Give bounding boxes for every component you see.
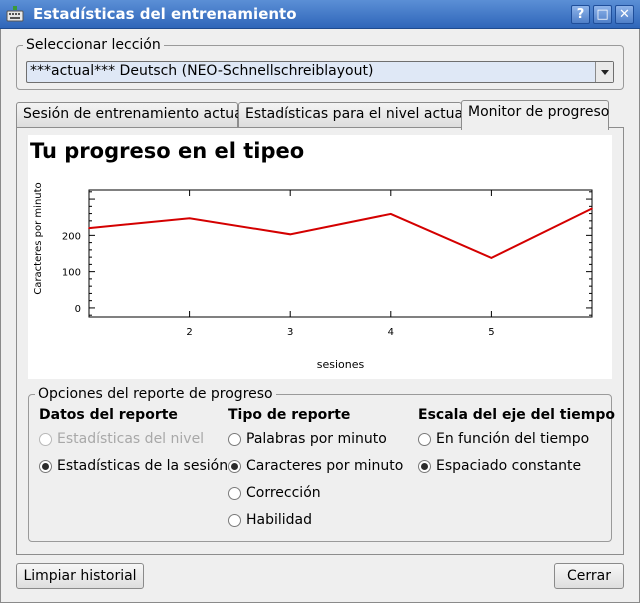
data-point [591, 207, 593, 210]
radio-circle [228, 514, 241, 527]
radio-circle [39, 433, 52, 446]
radio-label: Estadísticas de la sesión [57, 458, 229, 474]
data-point [88, 227, 90, 229]
radio-label: Espaciado constante [436, 458, 582, 474]
progress-chart: 0 100 200 2 3 4 5 sesiones Caracteres por minuto [33, 182, 593, 371]
lesson-select-value: ***actual*** Deutsch (NEO-Schnellschreib… [30, 63, 374, 79]
tab-label: Sesión de entrenamiento actual [23, 106, 247, 122]
maximize-button[interactable]: □ [593, 5, 612, 24]
radio-label: Habilidad [246, 512, 313, 528]
tab-level-statistics[interactable]: Estadísticas para el nivel actual [238, 102, 467, 128]
clear-history-button[interactable]: Limpiar historial [16, 563, 144, 589]
radio-label: Caracteres por minuto [246, 458, 404, 474]
radio-label: Palabras por minuto [246, 431, 387, 447]
report-type-heading: Tipo de reporte [228, 407, 351, 423]
close-window-button[interactable]: ✕ [615, 5, 634, 24]
lesson-group-label: Seleccionar lección [26, 37, 161, 53]
lesson-group: Seleccionar lección [16, 37, 624, 90]
window-title: Estadísticas del entrenamiento [33, 5, 297, 23]
data-point [188, 217, 191, 220]
x-tick-label: 2 [186, 327, 192, 338]
radio-circle-checked [418, 460, 431, 473]
data-point [490, 257, 493, 259]
data-point [289, 233, 292, 236]
chevron-down-icon[interactable] [595, 62, 613, 82]
report-options-group: Opciones del reporte de progreso [28, 386, 612, 542]
progress-title: Tu progreso en el tipeo [30, 139, 305, 163]
x-axis-label: sesiones [317, 358, 365, 371]
lesson-select[interactable]: ***actual*** Deutsch (NEO-Schnellschreib… [26, 61, 614, 83]
radio-label: Estadísticas del nivel [57, 431, 205, 447]
chart-area: Tu progreso en el tipeo 0 100 200 2 3 4 5 sesio… [28, 135, 612, 379]
data-source-heading: Datos del reporte [39, 407, 178, 423]
tab-progress-monitor[interactable]: Monitor de progreso [461, 100, 609, 130]
y-axis-label: Caracteres por minuto [33, 182, 44, 294]
tab-label: Monitor de progreso [468, 104, 610, 120]
help-button[interactable]: ? [571, 5, 590, 24]
close-button[interactable]: Cerrar [554, 563, 624, 589]
series-line [88, 207, 593, 260]
report-options-label: Opciones del reporte de progreso [38, 386, 273, 402]
data-point [390, 213, 392, 215]
x-tick-label: 4 [388, 327, 394, 338]
radio-circle [228, 433, 241, 446]
title-bar: Estadísticas del entrenamiento ? □ ✕ [0, 0, 640, 29]
plot-frame [88, 189, 593, 318]
radio-circle [418, 433, 431, 446]
app-icon [6, 6, 24, 22]
time-axis-heading: Escala del eje del tiempo [418, 407, 616, 423]
radio-circle-checked [39, 460, 52, 473]
y-tick-label: 200 [62, 231, 81, 242]
x-tick-label: 5 [488, 327, 494, 338]
x-tick-label: 3 [287, 327, 293, 338]
tab-label: Estadísticas para el nivel actual [245, 106, 467, 122]
y-tick-label: 100 [62, 268, 81, 279]
radio-label: Corrección [246, 485, 321, 501]
radio-circle-checked [228, 460, 241, 473]
radio-circle [228, 487, 241, 500]
radio-label: En función del tiempo [436, 431, 590, 447]
y-tick-label: 0 [75, 304, 81, 315]
tab-current-session[interactable]: Sesión de entrenamiento actual [16, 102, 247, 128]
